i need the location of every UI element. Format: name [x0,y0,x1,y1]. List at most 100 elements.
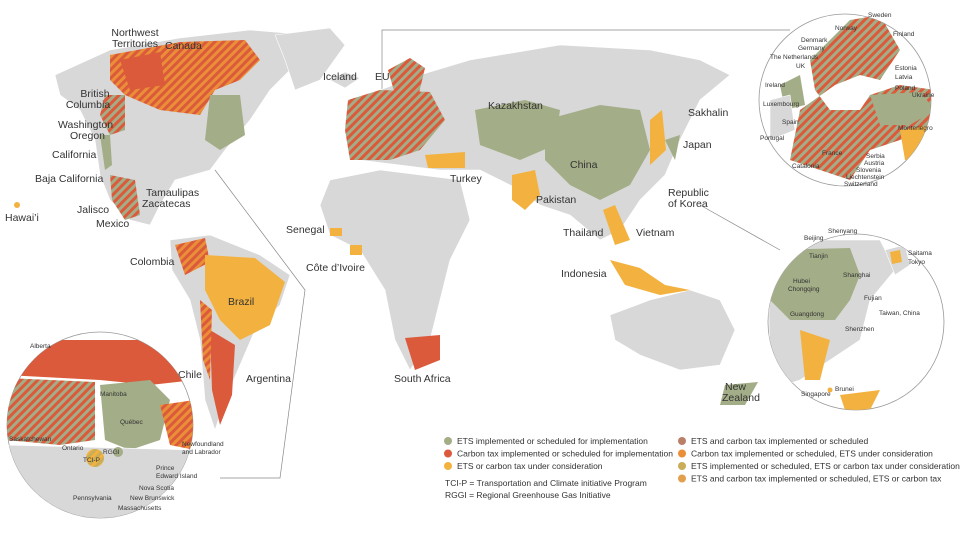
label-line: Zealand [722,392,760,404]
region-label: UK [796,63,806,70]
region-label: Prince Edward Island [156,465,198,480]
region-label: Northwest Territories [111,27,158,50]
label-line: and Labrador [182,449,222,456]
label-line: Newfoundland [182,441,224,448]
legend-label: Carbon tax implemented or scheduled for … [457,449,673,459]
europe-inset: Sweden Norway Finland Denmark Germany Th… [758,12,935,188]
legend-swatch [678,437,686,445]
region-label: Tamaulipas [146,187,199,199]
region-label: Norway [835,25,858,32]
region-label: Denmark [801,37,828,44]
asia-inset: Beijing Shenyang Tianjin Saitama Tokyo S… [767,228,945,411]
region-label: China [570,159,598,171]
region-label: California [52,149,97,161]
region-label: Kazakhstan [488,100,543,112]
legend-label: Carbon tax implemented or scheduled, ETS… [691,449,933,459]
region-label: British Columbia [66,88,111,111]
region-label: Massachusetts [118,505,162,512]
label-line: Republic [668,187,709,199]
region-label: Shanghai [843,272,870,279]
region-label: Pennsylvania [73,495,112,502]
region-label: Tokyo [908,259,925,266]
region-label: Thailand [563,227,603,239]
region-label: EU [375,71,390,83]
region-label: Brazil [228,296,254,308]
region-label: Taiwan, China [879,310,920,317]
region-label: Chongqing [788,286,820,293]
region-label: Shenyang [828,228,858,235]
label-line: Prince [156,465,175,472]
label-line: Territories [112,38,158,50]
region-label: Finland [893,31,915,38]
label-line: of Korea [668,198,708,210]
region-label: Ontario [62,445,84,452]
label-line: New [725,381,746,393]
region-label: Indonesia [561,268,607,280]
legend-swatch [678,462,686,470]
region-label: Argentina [246,373,291,385]
region-label: Sakhalin [688,107,728,119]
region-label: Estonia [895,65,917,72]
region-label: Brunei [835,386,854,393]
region-label: Pakistan [536,194,576,206]
region-label: Montenegro [898,125,933,132]
region-label: TCI-P [83,457,100,464]
legend-swatch [444,449,452,458]
region-label: Canada [165,40,202,52]
region-label: Turkey [450,173,482,185]
region-label: Ukraine [912,92,935,99]
legend-label: ETS implemented or scheduled for impleme… [457,436,648,446]
region-label: New Brunswick [130,495,175,502]
region-label: Baja California [35,173,103,185]
connector [214,169,306,479]
region-label: Slovenia [856,167,881,174]
region-label: Republic of Korea [668,187,709,210]
region-label: Saskatchewan [9,436,52,443]
region-label: Japan [683,139,712,151]
region-label: Québec [120,419,144,426]
region-label: Singapore [801,391,831,398]
region-label: Nova Scotia [139,485,174,492]
region-label: Guangdong [790,311,824,318]
region-label: Senegal [286,224,325,236]
region-label: Latvia [895,74,913,81]
legend-swatch [678,449,686,458]
north-america-inset: Alberta Manitoba Saskatchewan Québec Ont… [6,331,224,519]
region-label: Manitoba [100,391,127,398]
region-label: Iceland [323,71,357,83]
region-label: Vietnam [636,227,675,239]
legend-label: ETS and carbon tax implemented or schedu… [691,474,942,484]
region-label: RGGI [103,449,120,456]
region-label: Chile [178,369,202,381]
note: RGGI = Regional Greenhouse Gas Initiativ… [445,490,611,500]
legend: ETS implemented or scheduled for impleme… [444,436,960,484]
region-label: Sweden [868,12,892,19]
region-label: Shenzhen [845,326,875,333]
region-label: Hawai’i [5,212,39,224]
legend-swatch [444,437,452,445]
region-label: The Netherlands [770,54,819,61]
region-label: Ireland [765,82,785,89]
region-label: Portugal [760,135,785,142]
region-label: Washington [58,119,113,131]
region-label: Serbia [866,153,885,160]
label-line: Northwest [111,27,158,39]
region-label: South Africa [394,373,451,385]
legend-label: ETS and carbon tax implemented or schedu… [691,436,868,446]
legend-label: ETS or carbon tax under consideration [457,461,603,471]
legend-swatch [678,474,686,483]
region-label: Zacatecas [142,198,190,210]
region-label: Newfoundland and Labrador [182,441,224,456]
region-label: Poland [895,85,916,92]
region-label: Colombia [130,256,175,268]
note: TCI-P = Transportation and Climate initi… [445,478,647,488]
label-line: British [80,88,109,100]
label-line: Columbia [66,99,111,111]
legend-swatch [444,462,452,470]
connector [381,29,790,95]
connector [699,204,781,251]
region-label: Beijing [804,235,824,242]
region-label: Alberta [30,343,51,350]
region-label: Switzerland [844,181,878,188]
